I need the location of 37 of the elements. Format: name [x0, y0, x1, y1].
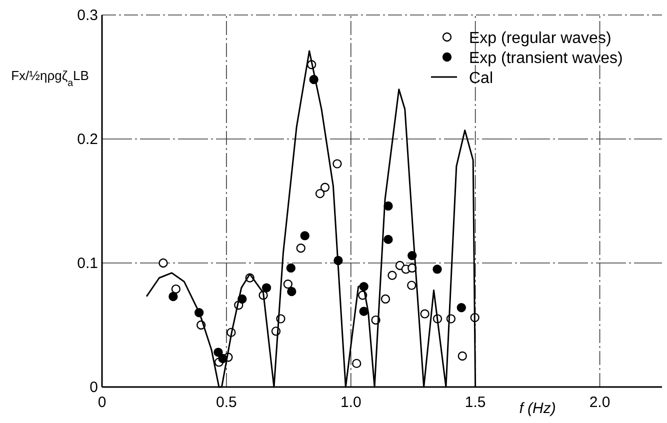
- legend-label: Exp (transient waves): [469, 50, 623, 67]
- point: [384, 234, 393, 244]
- legend-label: Exp (regular waves): [469, 30, 612, 47]
- x-tick-label: 0.5: [216, 394, 237, 411]
- y-tick-label: 0.2: [77, 131, 98, 148]
- point: [352, 358, 362, 368]
- point: [262, 283, 272, 292]
- point: [432, 264, 442, 274]
- point: [168, 292, 178, 302]
- point: [158, 258, 168, 268]
- y-tick-label: 0.1: [77, 255, 98, 272]
- point: [332, 159, 342, 168]
- point: [171, 284, 181, 294]
- point: [296, 244, 306, 253]
- x-tick-label: 2.0: [589, 394, 610, 411]
- x-tick-label: 1.0: [340, 394, 362, 411]
- x-axis-title: f (Hz): [519, 400, 556, 417]
- point: [456, 303, 466, 312]
- y-tick-label: 0.3: [77, 7, 98, 24]
- point: [407, 280, 416, 290]
- point: [286, 263, 296, 273]
- legend-label: Cal: [469, 70, 494, 87]
- point: [380, 294, 390, 304]
- point: [214, 348, 223, 357]
- point: [287, 286, 296, 296]
- point: [458, 351, 467, 361]
- point: [300, 231, 310, 240]
- point: [283, 280, 293, 289]
- y-axis-title: Fx/½ηρgζ$_{a}$LB: [11, 68, 89, 88]
- point: [320, 182, 330, 192]
- x-tick-label: 1.5: [464, 394, 486, 411]
- point: [420, 309, 430, 318]
- point: [315, 188, 325, 198]
- point: [359, 306, 368, 316]
- point: [388, 270, 397, 280]
- y-tick-label: 0: [90, 379, 98, 396]
- point: [218, 354, 228, 364]
